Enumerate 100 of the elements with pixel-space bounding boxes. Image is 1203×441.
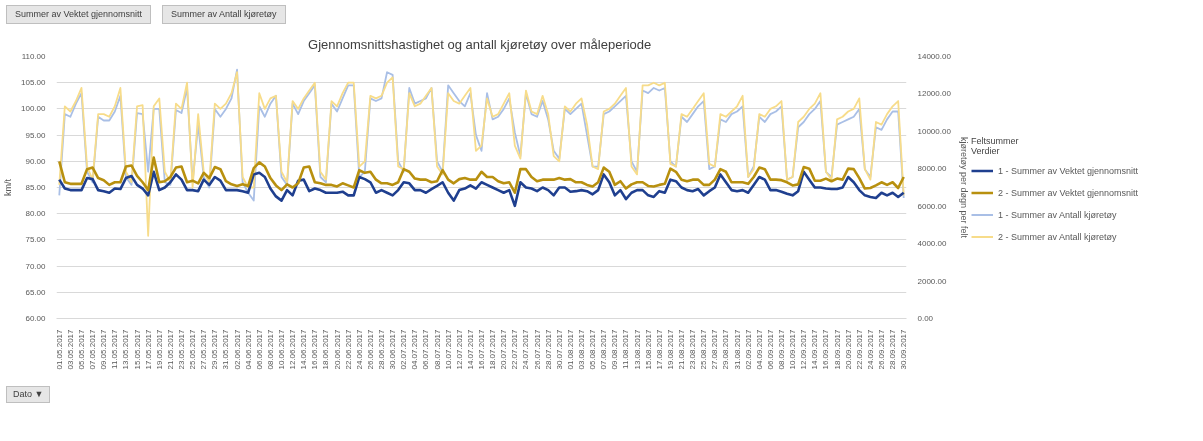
x-tick-label: 08.09.2017 [777,328,786,370]
x-tick-label: 03.08.2017 [577,328,586,370]
x-tick-label: 21.05.2017 [165,328,175,370]
x-tick-label: 17.05.2017 [143,328,153,370]
y-tick-label: 70.00 [25,261,47,271]
x-tick-label: 28.09.2017 [888,328,898,370]
line-series [58,71,905,237]
x-tick-label: 27.08.2017 [710,328,720,370]
y-tick-label: 90.00 [25,156,47,166]
x-tick-label: 26.09.2017 [877,328,886,370]
legend-label: 1 - Summer av Antall kjøretøy [998,209,1117,220]
x-tick-label: 13.05.2017 [121,328,131,370]
y2-tick-label: 8000.00 [917,164,947,174]
legend-label: 2 - Summer av Antall kjøretøy [998,231,1117,242]
x-tick-label: 04.06.2017 [243,328,253,370]
x-tick-label: 28.06.2017 [377,328,386,370]
x-tick-label: 29.08.2017 [721,328,731,370]
x-tick-label: 11.05.2017 [110,328,120,369]
x-tick-label: 22.07.2017 [510,328,520,370]
x-tick-label: 19.08.2017 [665,328,675,370]
x-tick-label: 08.06.2017 [265,328,275,370]
x-tick-label: 01.05.2017 [54,328,64,370]
x-tick-label: 04.09.2017 [754,328,764,370]
text: Summer av Antall kjøretøy [171,8,277,21]
x-tick-label: 22.06.2017 [343,328,353,370]
x-tick-label: 16.09.2017 [821,328,831,370]
y-tick-label: 80.00 [25,209,47,219]
text: Summer av Vektet gjennomsnitt [15,8,143,21]
x-tick-label: 25.05.2017 [188,328,198,370]
y2-tick-label: 4000.00 [917,238,947,248]
x-tick-label: 31.05.2017 [221,328,231,370]
y2-tick-label: 14000.00 [917,51,952,61]
x-tick-label: 14.09.2017 [810,328,820,370]
line-series [57,170,906,207]
x-tick-label: 24.06.2017 [354,328,364,370]
y-tick-label: 60.00 [25,313,47,323]
x-tick-label: 05.08.2017 [588,328,598,370]
y2-tick-label: 10000.00 [917,126,952,136]
x-tick-label: 20.09.2017 [843,328,853,370]
x-tick-label: 02.06.2017 [232,328,242,370]
chart-title: Gjennomsnittshastighet og antall kjøretøy over måleperiode [308,36,652,52]
x-tick-label: 24.07.2017 [521,328,531,370]
x-tick-label: 26.07.2017 [532,328,542,370]
text: Dato ▼ [13,387,44,401]
x-tick-label: 06.09.2017 [765,328,775,370]
x-tick-label: 21.08.2017 [677,328,686,370]
x-tick-label: 18.07.2017 [488,328,498,370]
x-tick-label: 10.07.2017 [443,328,453,370]
x-tick-label: 23.05.2017 [177,328,186,370]
x-tick-label: 02.07.2017 [399,328,409,370]
y-tick-label: 110.00 [21,51,47,61]
legend-label: 1 - Summer av Vektet gjennomsnitt [998,165,1139,176]
x-tick-label: 26.06.2017 [365,328,375,370]
x-tick-label: 19.05.2017 [154,328,164,370]
x-tick-label: 30.07.2017 [554,328,564,370]
x-tick-label: 30.06.2017 [388,328,398,370]
x-tick-label: 12.06.2017 [288,328,298,370]
x-tick-label: 09.08.2017 [610,328,620,370]
x-tick-label: 22.09.2017 [854,328,864,370]
y2-axis-title: kjøretøy per døgn per felt [958,136,969,239]
x-tick-label: 30.09.2017 [899,328,909,370]
y-tick-label: 75.00 [25,235,47,245]
x-tick-label: 07.08.2017 [599,328,609,370]
x-tick-label: 04.07.2017 [410,328,420,370]
legend-title: Feltsummer [971,135,1019,146]
x-tick-label: 27.05.2017 [199,328,209,370]
x-tick-label: 12.09.2017 [799,328,809,370]
x-tick-label: 20.06.2017 [332,328,342,370]
x-tick-label: 06.07.2017 [421,328,431,370]
y2-tick-label: 6000.00 [917,201,947,211]
text: Verdier [971,145,1000,156]
y-axis-title: km/t [3,178,14,196]
x-tick-label: 06.06.2017 [254,328,264,370]
y2-tick-label: 2000.00 [917,276,947,286]
y-tick-label: 85.00 [25,182,47,192]
x-tick-label: 08.07.2017 [432,328,442,370]
x-tick-label: 11.08.2017 [621,328,631,369]
x-tick-label: 09.05.2017 [99,328,109,370]
legend-label: 2 - Summer av Vektet gjennomsnitt [998,187,1139,198]
x-tick-label: 17.08.2017 [654,328,664,370]
x-tick-label: 24.09.2017 [865,328,875,370]
x-tick-label: 12.07.2017 [454,328,464,370]
x-tick-label: 20.07.2017 [499,328,509,370]
y-tick-label: 100.00 [21,104,47,114]
y2-tick-label: 0.00 [917,313,934,323]
x-tick-label: 16.06.2017 [310,328,320,370]
y-tick-label: 105.00 [21,78,47,88]
x-tick-label: 15.05.2017 [132,328,142,370]
x-tick-label: 10.09.2017 [788,328,798,370]
y-tick-label: 95.00 [25,130,47,140]
x-tick-label: 10.06.2017 [277,328,286,370]
x-tick-label: 15.08.2017 [643,328,653,370]
x-tick-label: 31.08.2017 [732,328,742,370]
x-tick-label: 02.09.2017 [743,328,753,370]
x-tick-label: 01.08.2017 [565,328,575,370]
x-tick-label: 16.07.2017 [477,328,486,370]
x-tick-label: 28.07.2017 [543,328,553,370]
x-tick-label: 18.09.2017 [832,328,842,370]
x-tick-label: 23.08.2017 [688,328,698,370]
x-tick-label: 29.05.2017 [210,328,220,370]
